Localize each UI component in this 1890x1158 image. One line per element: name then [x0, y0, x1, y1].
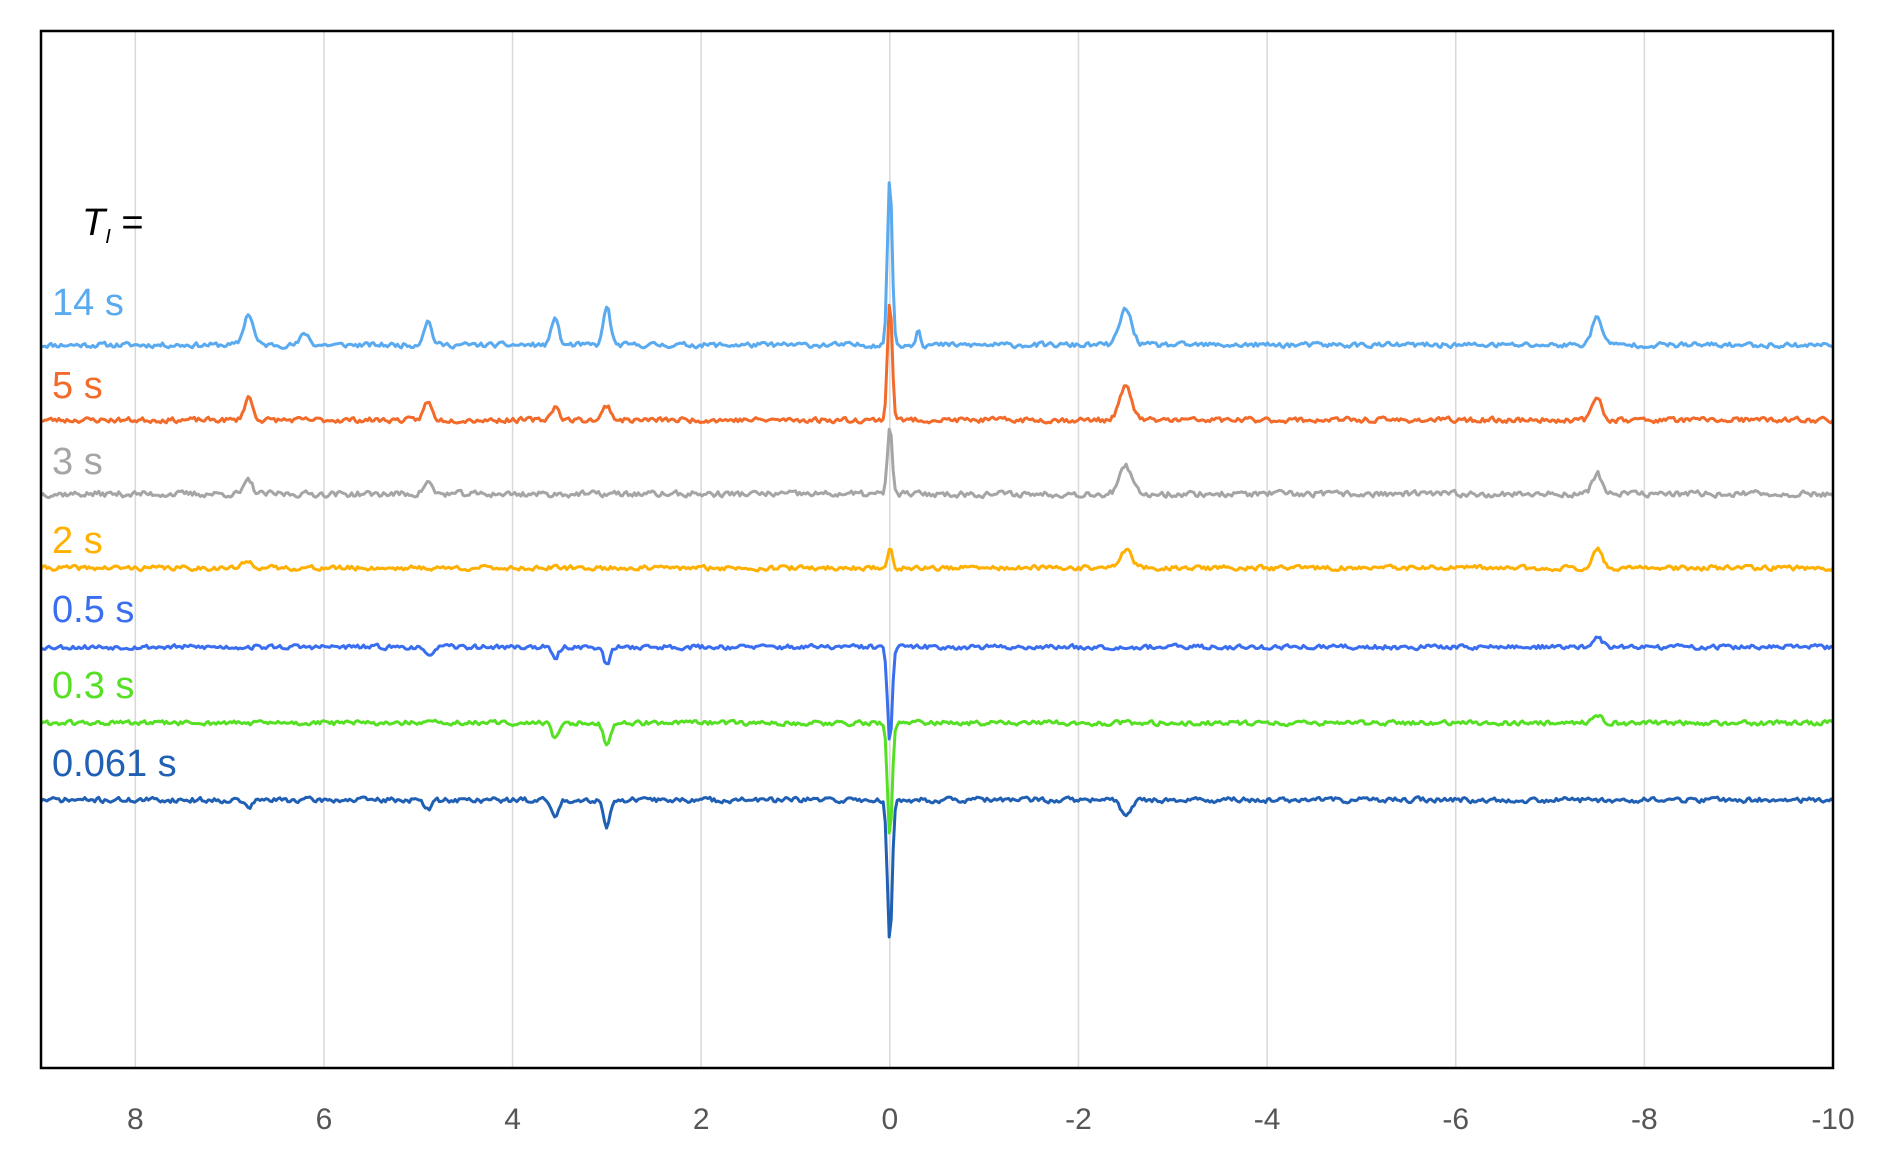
- series-line-5-s: [40, 303, 1835, 425]
- series-label: 5 s: [52, 365, 103, 407]
- legend-header-sub: I: [105, 226, 111, 248]
- x-tick-label: -2: [1065, 1103, 1092, 1136]
- series-label: 3 s: [52, 441, 103, 483]
- series-lines: [39, 181, 1835, 939]
- series-line-0-061-s: [40, 795, 1834, 939]
- series-line-0-5-s: [40, 635, 1834, 741]
- x-tick-label: 0: [881, 1103, 898, 1136]
- x-tick-label: -4: [1254, 1103, 1281, 1136]
- legend-header-main: T: [82, 202, 108, 244]
- x-tick-label: 4: [504, 1103, 521, 1136]
- legend-header-suffix: =: [111, 202, 144, 244]
- x-tick-label: -8: [1631, 1103, 1658, 1136]
- x-tick-label: -10: [1811, 1103, 1854, 1136]
- plot-frame: [39, 29, 1835, 1070]
- series-label: 2 s: [52, 520, 103, 562]
- series-label: 0.5 s: [52, 589, 134, 631]
- series-line-14-s: [40, 181, 1834, 350]
- x-tick-label: 8: [127, 1103, 144, 1136]
- series-line-0-3-s: [39, 713, 1835, 835]
- series-labels: 14 s 5 s 3 s 2 s 0.5 s 0.3 s 0.061 s: [52, 282, 177, 785]
- series-line-2-s: [39, 546, 1835, 573]
- x-tick-label: 6: [316, 1103, 333, 1136]
- x-tick-labels: 8 6 4 2 0 -2 -4 -6 -8 -10: [127, 1103, 1855, 1136]
- x-tick-label: -6: [1442, 1103, 1469, 1136]
- x-tick-label: 2: [693, 1103, 710, 1136]
- series-line-3-s: [40, 427, 1835, 500]
- series-label: 0.061 s: [52, 743, 177, 785]
- series-label: 0.3 s: [52, 665, 134, 707]
- series-label: 14 s: [52, 282, 124, 324]
- legend-header: TI =: [82, 202, 144, 248]
